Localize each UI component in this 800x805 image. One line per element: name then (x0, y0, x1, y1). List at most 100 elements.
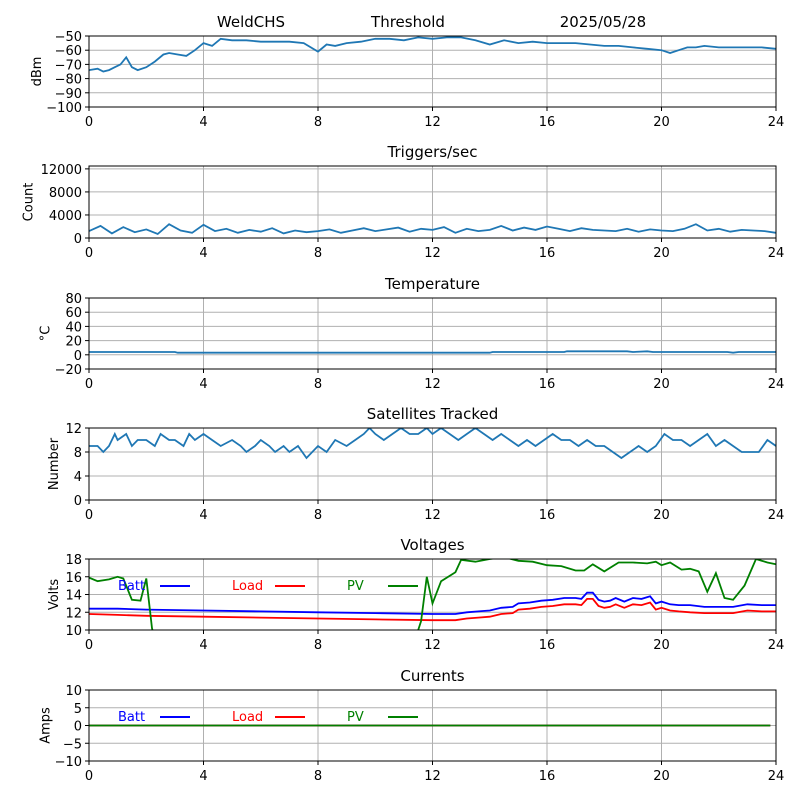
x-tick-label: 24 (768, 508, 785, 523)
series-line-1 (89, 350, 776, 354)
y-axis-label: Amps (39, 707, 54, 744)
x-tick-label: 12 (424, 508, 441, 523)
x-tick-label: 4 (199, 508, 207, 523)
x-tick-label: 12 (424, 638, 441, 653)
panel-title: Triggers/sec (387, 143, 478, 161)
x-tick-label: 24 (768, 769, 785, 784)
x-tick-label: 4 (199, 638, 207, 653)
legend-label-pv: PV (347, 579, 364, 594)
y-tick-label: 18 (65, 553, 82, 568)
y-tick-label: −90 (55, 87, 82, 102)
series-line-1 (89, 223, 776, 236)
legend-label-pv: PV (347, 710, 364, 725)
y-tick-label: −50 (55, 30, 82, 45)
panel-5: Batt Load PV 0 4 8 12 16 20 24 10 12 14 16 18 Voltages V… (47, 536, 784, 653)
x-tick-label: 12 (424, 246, 441, 261)
x-tick-label: 20 (653, 769, 670, 784)
x-tick-label: 20 (653, 246, 670, 261)
y-tick-label: 10 (65, 684, 82, 699)
x-tick-label: 16 (539, 246, 556, 261)
x-tick-label: 8 (314, 115, 322, 130)
x-tick-label: 12 (424, 377, 441, 392)
y-tick-label: 80 (65, 292, 82, 307)
header-station: WeldCHS (217, 13, 285, 31)
x-tick-label: 0 (85, 246, 93, 261)
x-tick-label: 8 (314, 377, 322, 392)
y-tick-label: 0 (74, 720, 82, 735)
y-tick-label: 20 (65, 335, 82, 350)
header-date: 2025/05/28 (560, 13, 646, 31)
legend-label-batt: Batt (118, 710, 145, 725)
series-line-1 (89, 36, 776, 73)
y-tick-label: 12000 (41, 163, 82, 178)
x-tick-label: 12 (424, 769, 441, 784)
y-tick-label: −80 (55, 73, 82, 88)
x-tick-label: 24 (768, 115, 785, 130)
y-tick-label: 40 (65, 320, 82, 335)
x-tick-label: 8 (314, 246, 322, 261)
y-tick-label: 12 (65, 422, 82, 437)
series-line-load (89, 598, 776, 622)
x-tick-label: 20 (653, 508, 670, 523)
y-tick-label: −60 (55, 44, 82, 59)
x-tick-label: 0 (85, 508, 93, 523)
y-tick-label: −5 (63, 737, 82, 752)
y-tick-label: 4 (74, 470, 82, 485)
y-tick-label: 8 (74, 446, 82, 461)
x-tick-label: 20 (653, 638, 670, 653)
y-tick-label: 5 (74, 702, 82, 717)
x-tick-label: 16 (539, 377, 556, 392)
x-tick-label: 16 (539, 508, 556, 523)
y-axis-label: Number (47, 437, 62, 490)
x-tick-label: 24 (768, 638, 785, 653)
y-axis-label: Count (22, 183, 37, 222)
panel-title: Temperature (384, 275, 480, 293)
panel-6: Batt Load PV 0 4 8 12 16 20 24 −10 −5 0 5 10 Currents Am… (39, 667, 785, 784)
legend-label-load: Load (232, 710, 263, 725)
panel-title: Voltages (400, 536, 464, 554)
x-tick-label: 4 (199, 246, 207, 261)
y-tick-label: 14 (65, 589, 82, 604)
y-tick-label: 60 (65, 306, 82, 321)
panel-4: 0 4 8 12 16 20 24 0 4 8 12 Satellites Tracked Number (47, 405, 784, 523)
panel-1: 0 4 8 12 16 20 24 −100−90−80−70−60−50 dBm (30, 30, 784, 130)
y-tick-label: 10 (65, 624, 82, 639)
y-tick-label: −20 (55, 363, 82, 378)
panel-2: 0 4 8 12 16 20 24 0 4000 8000 12000 Triggers/sec Cou… (22, 143, 785, 261)
x-tick-label: 4 (199, 377, 207, 392)
legend-label-load: Load (232, 579, 263, 594)
x-tick-label: 20 (653, 377, 670, 392)
y-tick-label: −10 (55, 755, 82, 770)
x-tick-label: 24 (768, 246, 785, 261)
x-tick-label: 0 (85, 638, 93, 653)
y-axis-label: dBm (30, 57, 45, 87)
x-tick-label: 12 (424, 115, 441, 130)
x-tick-label: 8 (314, 638, 322, 653)
x-tick-label: 0 (85, 769, 93, 784)
y-tick-label: 4000 (49, 209, 82, 224)
x-tick-label: 16 (539, 638, 556, 653)
y-tick-label: −70 (55, 58, 82, 73)
x-tick-label: 16 (539, 115, 556, 130)
x-tick-label: 4 (199, 769, 207, 784)
y-axis-label: Volts (47, 579, 62, 611)
legend-label-batt: Batt (118, 579, 145, 594)
x-tick-label: 8 (314, 508, 322, 523)
x-tick-label: 8 (314, 769, 322, 784)
series-line-pv (89, 559, 776, 630)
y-tick-label: 0 (74, 232, 82, 247)
y-tick-label: 0 (74, 349, 82, 364)
header-mode: Threshold (370, 13, 445, 31)
x-tick-label: 20 (653, 115, 670, 130)
x-tick-label: 4 (199, 115, 207, 130)
x-tick-label: 24 (768, 377, 785, 392)
x-tick-label: 16 (539, 769, 556, 784)
panel-title: Currents (400, 667, 464, 685)
series-line-batt (89, 591, 776, 615)
y-tick-label: 8000 (49, 186, 82, 201)
x-tick-label: 0 (85, 115, 93, 130)
series-line-1 (89, 428, 776, 460)
